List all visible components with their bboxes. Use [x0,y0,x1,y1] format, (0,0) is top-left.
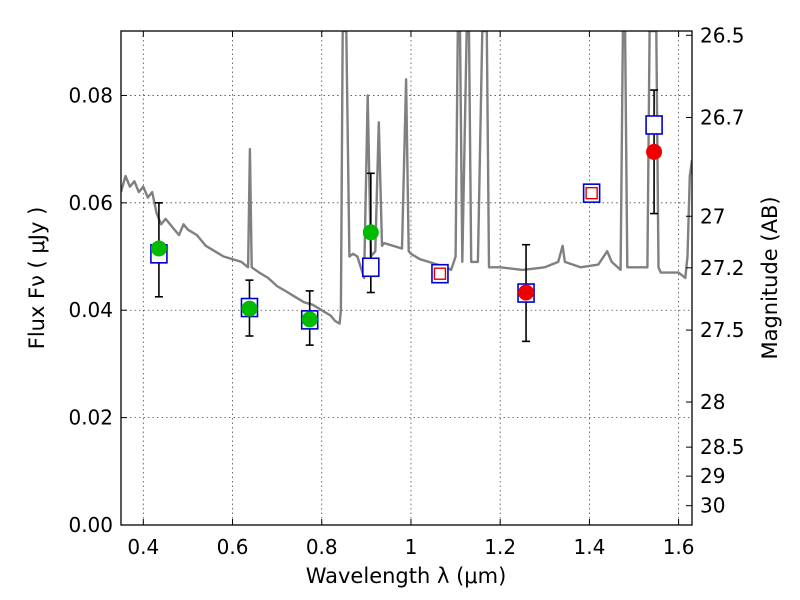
model-spectrum-line [121,31,692,325]
y2-tick-label: 29 [700,464,725,488]
y-tick-label: 0.04 [68,298,113,322]
observed-flux-point [301,311,318,328]
x-tick-label: 1.4 [573,535,605,559]
x-tick-label: 1 [405,535,418,559]
observed-flux-point [362,224,379,241]
observed-flux-point [150,240,167,257]
y-axis-label: Flux Fν ( μJy ) [25,207,49,350]
y2-tick-label: 27.5 [700,318,745,342]
upper-limit-square [585,186,598,200]
y-tick-label: 0.06 [68,191,113,215]
x-tick-label: 0.4 [127,535,159,559]
axis-layer: 0.4 0.6 0.8 1 1.2 1.4 1.6 0.00 0.02 0.04 0.06 0.08 2… [68,23,744,559]
y2-tick-label: 27 [700,204,725,228]
y2-tick-label: 28.5 [700,435,745,459]
model-band-square [645,115,663,135]
y-tick-label: 0.02 [68,406,113,430]
observed-flux-point [241,300,258,317]
x-axis-label: Wavelength λ (μm) [306,564,507,588]
y2-tick-label: 26.5 [700,23,745,47]
x-tick-label: 1.6 [663,535,695,559]
y-tick-label: 0.08 [68,83,113,107]
y2-tick-label: 30 [700,494,725,518]
x-tick-label: 1.2 [484,535,516,559]
x-tick-label: 0.6 [217,535,249,559]
observed-flux-point [646,143,663,160]
upper-limit-square [433,267,447,280]
y-tick-label: 0.00 [68,513,113,537]
y2-tick-label: 27.2 [700,256,745,280]
y2-tick-label: 26.7 [700,105,745,129]
y2-axis-label: Magnitude (AB) [758,196,782,359]
model-band-square [362,257,380,278]
observed-flux-point [518,284,535,301]
plot-area [121,31,692,325]
plot-frame [120,30,693,526]
marker-layer [150,89,663,346]
y2-tick-label: 28 [700,390,725,414]
x-tick-label: 0.8 [306,535,338,559]
